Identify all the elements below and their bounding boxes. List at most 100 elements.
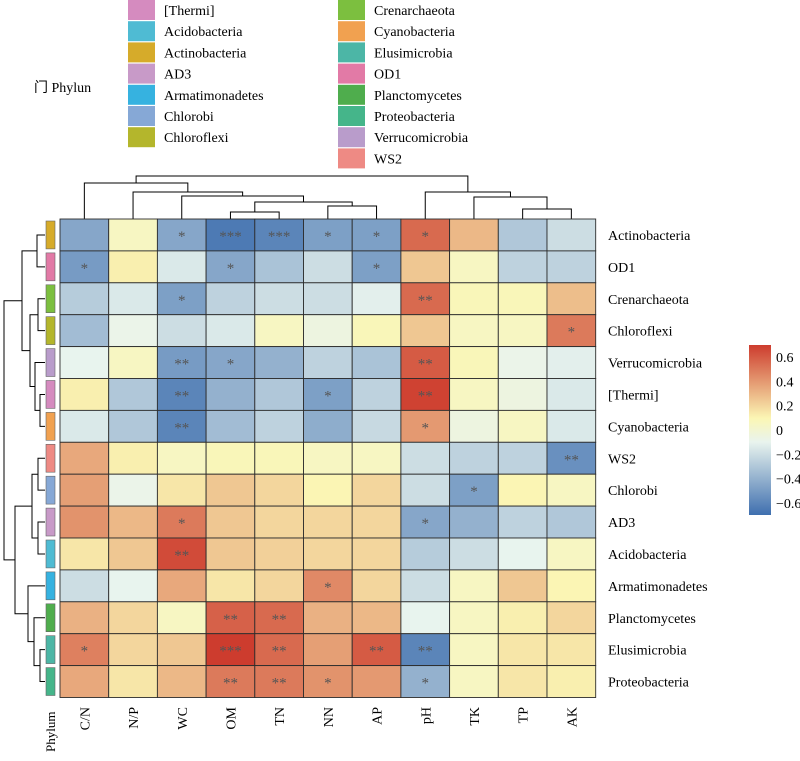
significance-mark: *	[178, 516, 186, 532]
significance-mark: **	[564, 452, 579, 468]
heatmap-cell	[497, 569, 548, 603]
column-label: N/P	[127, 707, 142, 729]
row-label: Crenarchaeota	[608, 293, 690, 308]
dendrogram-branch	[327, 205, 378, 219]
legend-swatch	[338, 63, 365, 84]
legend-swatch	[128, 0, 155, 20]
colorbar-tick-label: 0.4	[776, 375, 794, 390]
row-label: Planctomycetes	[608, 612, 696, 627]
heatmap-cell	[59, 537, 110, 571]
colorbar-tick-label: −0.6	[776, 497, 800, 512]
row-label: AD3	[608, 516, 635, 531]
row-label: Armatimonadetes	[608, 580, 708, 595]
legend-entry-label: Actinobacteria	[164, 46, 247, 61]
heatmap-cell	[205, 346, 256, 379]
column-labels: C/N N/P WC OM TN NN AP pH TK TP AK	[78, 706, 580, 730]
row-label: Cyanobacteria	[608, 420, 690, 435]
legend-swatch	[128, 127, 155, 148]
heatmap-cell	[156, 569, 207, 603]
significance-mark: *	[81, 644, 89, 660]
significance-mark: ***	[219, 644, 242, 660]
heatmap-cell	[205, 537, 256, 571]
heatmap-cell	[546, 537, 597, 571]
row-label: WS2	[608, 452, 636, 467]
heatmap-cell	[497, 473, 548, 507]
heatmap-cell	[156, 441, 207, 475]
annotation-cell	[45, 603, 56, 632]
significance-mark: **	[418, 388, 433, 404]
heatmap-cell	[351, 537, 402, 571]
significance-mark: *	[470, 484, 478, 500]
heatmap-cell	[156, 601, 207, 635]
heatmap-cell	[351, 505, 402, 539]
legend-swatch	[338, 127, 365, 148]
significance-mark: *	[422, 420, 430, 436]
heatmap-cell	[497, 537, 548, 571]
dendrogram-branch	[424, 191, 511, 219]
heatmap-cell	[303, 346, 353, 379]
legend-swatch	[128, 63, 155, 84]
annotation-cell	[45, 539, 56, 569]
significance-mark: *	[422, 516, 430, 532]
heatmap-cell	[400, 665, 451, 698]
heatmap-cell	[254, 665, 304, 698]
dendrogram-branch	[83, 182, 189, 219]
legend-entry-label: AD3	[164, 68, 191, 83]
heatmap-cell	[303, 505, 353, 539]
heatmap-cell	[303, 601, 353, 635]
heatmap-cell	[108, 282, 158, 316]
dendrogram-branch	[37, 457, 45, 491]
dendrogram-branch	[39, 649, 45, 683]
heatmap-cell	[351, 282, 402, 316]
dendrogram-branch	[37, 298, 45, 332]
heatmap-cell	[546, 409, 597, 443]
dendrogram-branch	[181, 195, 304, 219]
dendrogram-branch	[31, 473, 38, 539]
heatmap-cell	[156, 282, 207, 316]
heatmap-cell	[449, 378, 499, 411]
heatmap-cell	[303, 282, 353, 316]
heatmap-cell	[351, 665, 402, 698]
annotation-cell	[45, 220, 56, 250]
heatmap-cell	[108, 346, 158, 379]
row-label: Elusimicrobia	[608, 644, 687, 659]
heatmap-cell	[546, 250, 597, 284]
annotation-cell	[45, 507, 56, 537]
significance-mark: **	[369, 644, 384, 660]
heatmap-cell	[400, 314, 451, 348]
heatmap-cell	[156, 633, 207, 667]
heatmap-cell	[546, 505, 597, 539]
dendrogram-branch	[522, 208, 572, 219]
heatmap-cell	[156, 409, 207, 443]
heatmap-cell	[351, 314, 402, 348]
heatmap-cell	[108, 378, 158, 411]
annotation-cell	[45, 348, 56, 377]
legend-swatch	[128, 84, 155, 105]
legend-entry-label: Elusimicrobia	[374, 46, 453, 61]
heatmap-cell	[449, 441, 499, 475]
heatmap-cell	[59, 569, 110, 603]
heatmap-cell	[449, 505, 499, 539]
heatmap-cell	[449, 537, 499, 571]
heatmap-cell	[108, 665, 158, 698]
significance-mark: **	[272, 612, 287, 628]
heatmap-cell	[400, 505, 451, 539]
legend-swatch	[338, 0, 365, 20]
significance-mark: *	[227, 261, 235, 277]
legend-title: 门 Phylun	[34, 80, 91, 96]
legend-swatch	[338, 148, 365, 169]
heatmap-cell	[400, 473, 451, 507]
annotation-cell	[45, 284, 56, 313]
heatmap-cell	[400, 250, 451, 284]
heatmap-cell	[59, 282, 110, 316]
heatmap-cell	[108, 314, 158, 348]
significance-mark: **	[418, 357, 433, 373]
dendrogram-branch	[3, 300, 22, 561]
legend-entry-label: Armatimonadetes	[164, 89, 264, 104]
column-dendrogram	[83, 175, 572, 219]
heatmap-cell	[205, 282, 256, 316]
heatmap-cell	[156, 314, 207, 348]
heatmap-cell	[205, 569, 256, 603]
heatmap-cell	[205, 473, 256, 507]
significance-mark: **	[418, 644, 433, 660]
